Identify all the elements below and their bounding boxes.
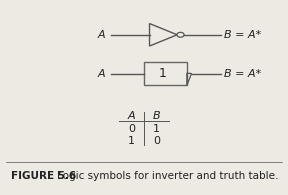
Text: B: B (153, 111, 160, 121)
Text: B = A*: B = A* (224, 68, 262, 79)
Text: FIGURE 5.6: FIGURE 5.6 (11, 171, 77, 181)
Circle shape (177, 32, 184, 37)
Text: A: A (98, 68, 105, 79)
Text: A: A (98, 30, 105, 40)
Text: 0: 0 (128, 124, 135, 134)
Text: 1: 1 (128, 136, 135, 146)
Text: 1: 1 (159, 67, 166, 80)
Text: 1: 1 (153, 124, 160, 134)
Bar (144, 62, 187, 85)
Text: A: A (128, 111, 135, 121)
Text: 0: 0 (153, 136, 160, 146)
Text: B = A*: B = A* (224, 30, 262, 40)
Text: Logic symbols for inverter and truth table.: Logic symbols for inverter and truth tab… (57, 171, 278, 181)
